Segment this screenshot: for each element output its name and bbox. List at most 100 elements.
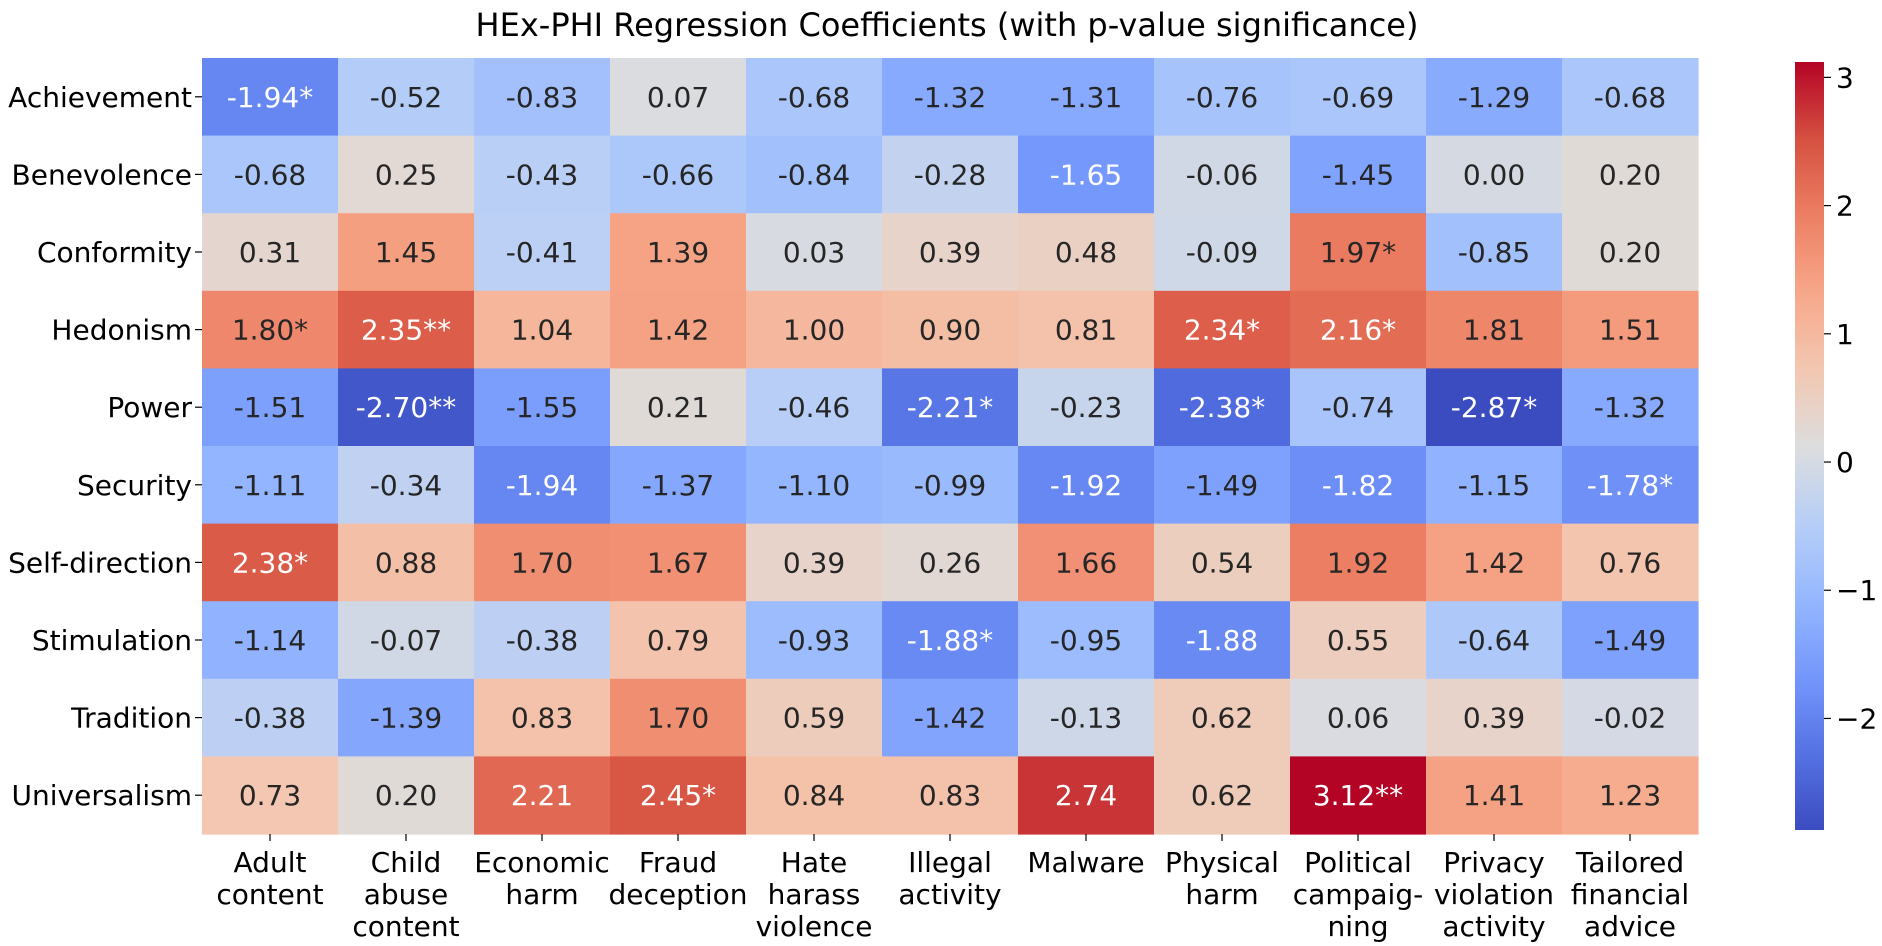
cell-value-label: 1.70 [647,702,709,735]
cell-value-label: 1.70 [511,546,573,579]
heatmap-cell [1290,601,1427,680]
cell-value-label: -0.43 [506,158,578,191]
cell-value-label: -0.02 [1594,702,1666,735]
cell-value-label: 1.92 [1327,546,1389,579]
cell-value-label: -1.10 [778,469,850,502]
cell-value-label: 1.00 [783,314,845,347]
heatmap-cell [202,290,339,369]
heatmap-cell [1154,446,1291,525]
cell-value-label: 1.67 [647,546,709,579]
cell-value-label: -0.68 [234,158,306,191]
row-label: Achievement [8,81,192,114]
cell-value-label: 1.45 [375,236,437,269]
cell-value-label: -0.84 [778,158,850,191]
column-label: activity [898,878,1001,911]
heatmap-cell [202,213,339,292]
heatmap-cell [1018,290,1155,369]
column-label: Political [1304,846,1412,879]
heatmap-cell [202,756,339,835]
cell-value-label: -1.29 [1458,81,1530,114]
heatmap-cell [1426,290,1563,369]
cell-value-label: -0.85 [1458,236,1530,269]
cell-value-label: 0.59 [783,702,845,735]
heatmap-cell [474,368,611,447]
cell-value-label: 0.03 [783,236,845,269]
heatmap-cell [1426,678,1563,757]
heatmap-cell [882,523,1019,602]
cell-value-label: -1.14 [234,624,306,657]
cell-value-label: 0.48 [1055,236,1117,269]
column-label: Adult [234,846,307,879]
cell-value-label: -1.49 [1186,469,1258,502]
heatmap-cell [1154,58,1291,137]
heatmap-cell [746,368,883,447]
column-label: activity [1442,910,1545,943]
heatmap-cell [474,213,611,292]
heatmap-cell [338,290,475,369]
row-label: Tradition [70,702,192,735]
cell-value-label: 0.62 [1191,779,1253,812]
heatmap-cell [1154,678,1291,757]
heatmap-cell [338,213,475,292]
cell-value-label: 0.55 [1327,624,1389,657]
cell-value-label: 0.25 [375,158,437,191]
colorbar: −2 −1 0 1 2 3 [1795,61,1877,830]
chart-title: HEx-PHI Regression Coefficients (with p-… [476,6,1419,44]
heatmap-cell [474,446,611,525]
cell-value-label: 2.35** [361,314,451,347]
cell-value-label: 0.73 [239,779,301,812]
cell-value-label: 1.51 [1599,314,1661,347]
heatmap-cell [338,58,475,137]
cell-value-label: -0.09 [1186,236,1258,269]
cell-value-label: -0.76 [1186,81,1258,114]
cell-value-label: -0.66 [642,158,714,191]
column-label: harm [505,878,578,911]
cell-value-label: -1.32 [1594,391,1666,424]
cell-value-label: 0.06 [1327,702,1389,735]
cell-value-label: 0.88 [375,546,437,579]
heatmap-cell [1426,58,1563,137]
heatmap-cell [1562,523,1699,602]
heatmap-cell [746,446,883,525]
cell-value-label: -2.70** [356,391,456,424]
column-label: financial [1571,878,1689,911]
heatmap-cell [1562,601,1699,680]
heatmap-cell [746,756,883,835]
row-label: Hedonism [51,314,192,347]
heatmap-cell [610,523,747,602]
heatmap-cell [610,58,747,137]
heatmap-cell [746,58,883,137]
column-label: advice [1584,910,1676,943]
cell-value-label: 2.16* [1320,314,1396,347]
column-label: Malware [1027,846,1144,879]
row-label: Power [107,391,192,424]
row-label: Self-direction [8,546,192,579]
column-label: violation [1434,878,1554,911]
cell-value-label: 0.54 [1191,546,1253,579]
cell-value-label: 0.76 [1599,546,1661,579]
cell-value-label: -0.69 [1322,81,1394,114]
heatmap-cell [1562,213,1699,292]
heatmap-cell [1290,58,1427,137]
heatmap-cell [202,368,339,447]
cell-value-label: -0.99 [914,469,986,502]
heatmap-cell [610,213,747,292]
heatmap-cell [1290,290,1427,369]
cell-value-label: 0.31 [239,236,301,269]
heatmap-cell [338,523,475,602]
heatmap-cell [1154,601,1291,680]
cell-value-label: -1.88 [1186,624,1258,657]
column-label: abuse [364,878,449,911]
cell-value-label: -1.39 [370,702,442,735]
heatmap-cell [1562,58,1699,137]
heatmap-cell [746,135,883,214]
cell-value-label: -1.55 [506,391,578,424]
heatmap-cell [610,446,747,525]
cell-value-label: -0.23 [1050,391,1122,424]
heatmap-cell [882,446,1019,525]
heatmap-cell [338,446,475,525]
heatmap-cell [1154,368,1291,447]
heatmap-cell [610,290,747,369]
heatmap-cell [882,290,1019,369]
cell-value-label: -0.74 [1322,391,1394,424]
